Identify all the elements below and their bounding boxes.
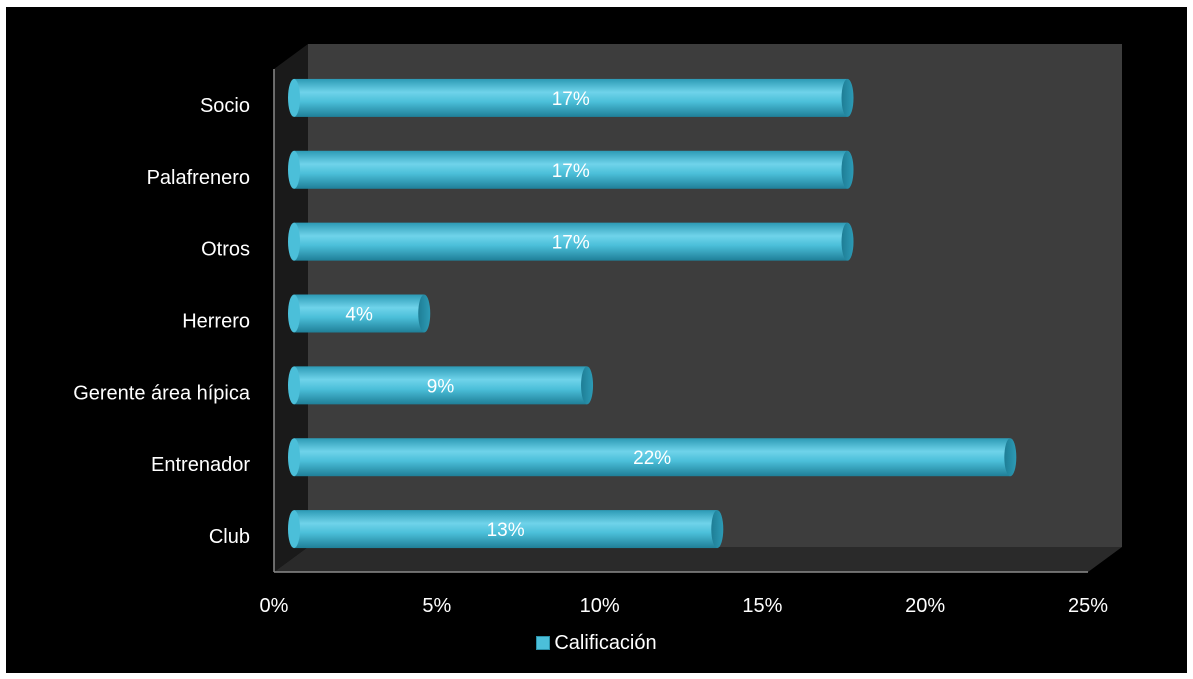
x-tick-label: 15% — [742, 595, 782, 617]
x-tick-label: 0% — [260, 595, 289, 617]
x-tick-label: 10% — [580, 595, 620, 617]
bar — [294, 150, 848, 189]
category-label: Club — [209, 526, 250, 548]
category-label: Gerente área hípica — [73, 382, 251, 404]
data-label: 13% — [487, 520, 525, 541]
bar-start-cap — [288, 222, 300, 261]
bar — [294, 78, 848, 117]
chart-area: 0% 5% 10% 15% 20% 25% Club 13% Entrenador 22% Gere… — [6, 7, 1187, 673]
category-label: Palafrenero — [147, 167, 250, 189]
legend-label: Calificación — [554, 632, 657, 654]
bar — [294, 510, 718, 549]
bar — [294, 222, 848, 261]
data-label: 17% — [552, 89, 590, 110]
data-label: 17% — [552, 161, 590, 182]
data-label: 22% — [633, 448, 671, 469]
data-label: 17% — [552, 233, 590, 254]
bar-end-cap — [841, 222, 854, 261]
bar-start-cap — [288, 510, 300, 549]
x-tick-label: 5% — [422, 595, 451, 617]
bar — [294, 294, 425, 333]
bar — [294, 366, 588, 405]
data-label: 4% — [345, 305, 373, 326]
bar-start-cap — [288, 78, 300, 117]
category-label: Herrero — [182, 311, 250, 333]
category-label: Socio — [200, 95, 250, 117]
legend: Calificación — [6, 632, 1187, 655]
x-tick-label: 20% — [905, 595, 945, 617]
data-label: 9% — [427, 376, 455, 397]
bar — [294, 438, 1011, 477]
bar-start-cap — [288, 294, 300, 333]
bar-start-cap — [288, 150, 300, 189]
bar-end-cap — [1004, 438, 1017, 477]
legend-swatch — [536, 636, 551, 650]
bar-end-cap — [841, 150, 854, 189]
floor — [274, 547, 1122, 572]
bar-start-cap — [288, 366, 300, 405]
category-label: Otros — [201, 239, 250, 261]
bar-end-cap — [711, 510, 724, 549]
category-label: Entrenador — [151, 454, 250, 476]
bar-start-cap — [288, 438, 300, 477]
x-tick-label: 25% — [1068, 595, 1108, 617]
bar-end-cap — [418, 294, 431, 333]
bar-end-cap — [841, 78, 854, 117]
bar-end-cap — [581, 366, 594, 405]
bar-chart: 0% 5% 10% 15% 20% 25% Club 13% Entrenador 22% Gere… — [73, 44, 1122, 617]
